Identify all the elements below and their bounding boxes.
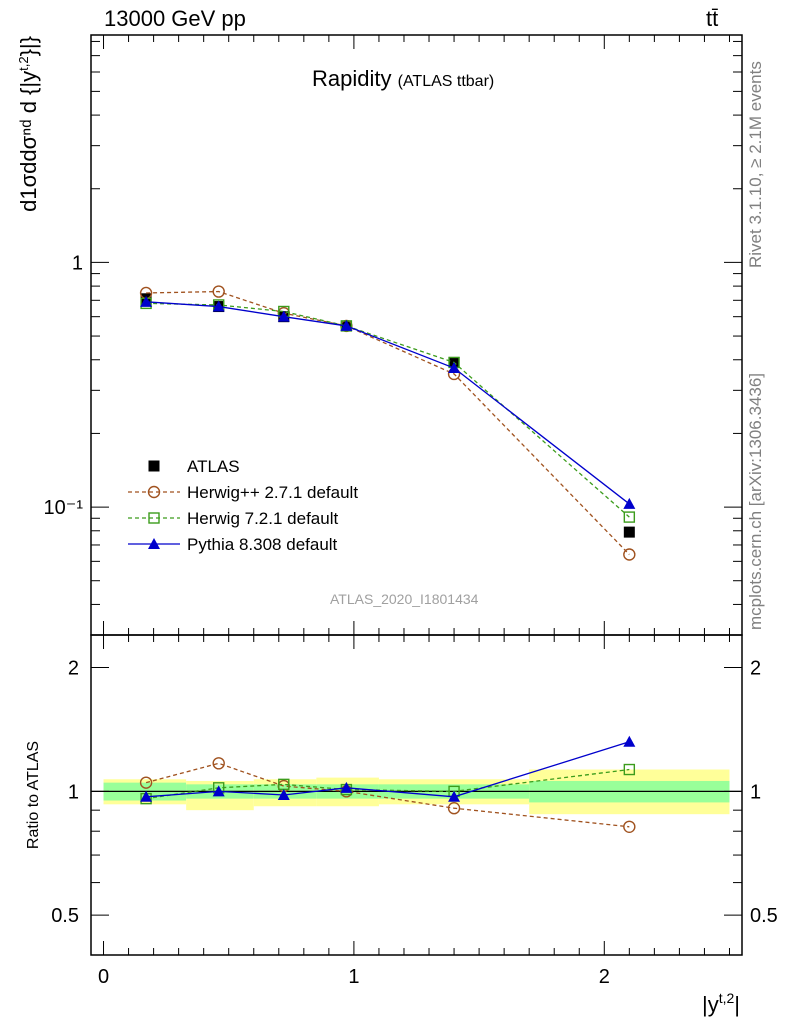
legend-marker-herwig-7-2-1-default — [148, 512, 160, 524]
herwig-2-7-1-default-ratio-point — [447, 801, 461, 815]
herwig-2-7-1-default-point — [212, 285, 225, 298]
rivet-label: Rivet 3.1.10, ≥ 2.1M events — [746, 61, 765, 268]
herwig-2-7-1-default-ratio-point — [139, 776, 153, 789]
energy-label: 13000 GeV pp — [104, 6, 246, 31]
pythia-8-308-default-line — [146, 301, 630, 505]
ratio-y-tick-label-right: 0.5 — [750, 905, 778, 927]
legend-label-pythia-8-308-default: Pythia 8.308 default — [187, 535, 338, 554]
ratio-y-tick-label: 2 — [68, 658, 79, 680]
pythia-8-308-default-ratio-point — [623, 735, 636, 747]
legend-label-herwig-2-7-1-default: Herwig++ 2.7.1 default — [187, 483, 358, 502]
ratio-plot-frame — [90, 634, 743, 956]
herwig-7-2-1-default-point — [623, 511, 636, 523]
pythia-8-308-default-point — [340, 319, 353, 331]
pythia-8-308-default-point — [277, 310, 290, 322]
x-tick-label: 0 — [98, 966, 109, 988]
herwig-7-2-1-default-ratio-point — [623, 763, 636, 776]
analysis-id: ATLAS_2020_I1801434 — [330, 591, 479, 607]
plot-title-main: Rapidity — [312, 66, 392, 91]
x-axis-label: |yt,2| — [702, 990, 740, 1017]
process-label: tt̄ — [706, 6, 719, 31]
mcplots-label: mcplots.cern.ch [arXiv:1306.3436] — [746, 372, 765, 630]
pythia-8-308-default-ratio-point — [448, 790, 461, 802]
pythia-8-308-default-point — [140, 295, 153, 307]
pythia-8-308-default-point — [623, 497, 636, 509]
plot-title-sub: (ATLAS ttbar) — [397, 73, 495, 90]
ratio-y-tick-label: 1 — [68, 781, 79, 803]
legend-marker-herwig-2-7-1-default — [147, 485, 161, 499]
legend-label-herwig-7-2-1-default: Herwig 7.2.1 default — [187, 509, 338, 528]
pythia-8-308-default-ratio-point — [277, 788, 290, 800]
atlas-point — [623, 526, 635, 538]
pythia-8-308-default-point — [212, 300, 225, 312]
ratio-y-tick-label-right: 1 — [750, 781, 761, 803]
pythia-8-308-default-ratio-point — [212, 785, 225, 797]
herwig-2-7-1-default-line — [146, 290, 630, 555]
herwig-2-7-1-default-ratio-line — [145, 762, 630, 828]
pythia-8-308-default-point — [448, 362, 461, 374]
legend-label-atlas: ATLAS — [187, 457, 240, 476]
herwig-7-2-1-default-line — [146, 302, 630, 518]
ratio-y-tick-label-right: 2 — [750, 658, 761, 680]
ratio-y-axis-label: Ratio to ATLAS — [25, 741, 42, 849]
main-y-tick-label: 10⁻¹ — [44, 497, 84, 519]
pythia-8-308-default-ratio-point — [340, 781, 353, 793]
herwig-2-7-1-default-ratio-point — [623, 820, 636, 833]
pythia-8-308-default-ratio-line — [146, 741, 630, 798]
ratio-y-tick-label: 0.5 — [51, 905, 79, 927]
plot-title: Rapidity (ATLAS ttbar) — [312, 66, 494, 92]
legend-marker-pythia-8-308-default — [148, 538, 160, 549]
main-y-tick-label: 1 — [72, 252, 83, 274]
main-y-axis-label: d1σddσⁿᵈ d {|yt,2}|} — [16, 36, 41, 212]
x-tick-label: 1 — [348, 966, 359, 988]
x-tick-label: 2 — [599, 966, 610, 988]
pythia-8-308-default-ratio-point — [140, 790, 153, 802]
legend-marker-atlas — [148, 460, 160, 472]
herwig-2-7-1-default-point — [623, 548, 636, 561]
herwig-2-7-1-default-ratio-point — [212, 757, 225, 770]
